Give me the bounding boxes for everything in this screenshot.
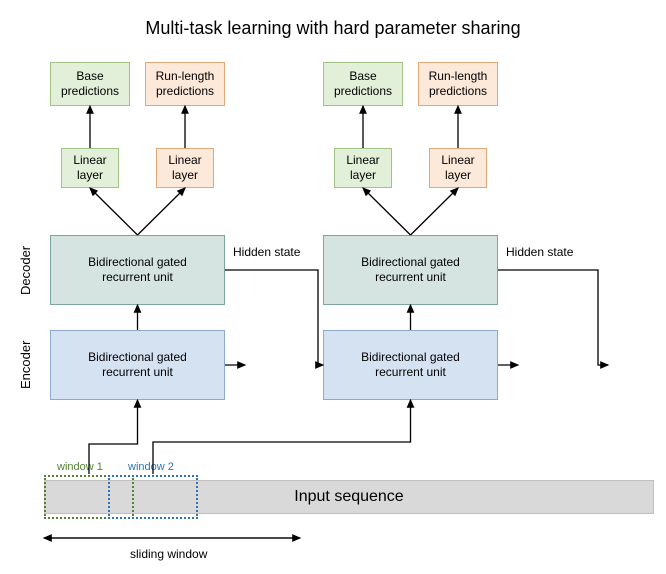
linear-base-a: Linear layer xyxy=(61,148,119,188)
linear-base-b: Linear layer xyxy=(334,148,392,188)
pred-run-a: Run-length predictions xyxy=(145,62,225,106)
encoder-label: Encoder xyxy=(18,330,33,400)
gru-dec-a: Bidirectional gated recurrent unit xyxy=(50,235,225,305)
window-1-label: window 1 xyxy=(57,461,103,473)
gru-dec-b: Bidirectional gated recurrent unit xyxy=(323,235,498,305)
linear-run-a: Linear layer xyxy=(156,148,214,188)
gru-enc-b: Bidirectional gated recurrent unit xyxy=(323,330,498,400)
linear-run-b: Linear layer xyxy=(429,148,487,188)
pred-base-a: Base predictions xyxy=(50,62,130,106)
diagram-title: Multi-task learning with hard parameter … xyxy=(0,18,666,39)
window-2 xyxy=(108,475,198,519)
decoder-label: Decoder xyxy=(18,235,33,305)
hidden-state-label-b: Hidden state xyxy=(506,245,573,259)
pred-run-b: Run-length predictions xyxy=(418,62,498,106)
hidden-state-label-a: Hidden state xyxy=(233,245,300,259)
window-2-label: window 2 xyxy=(128,461,174,473)
gru-enc-a: Bidirectional gated recurrent unit xyxy=(50,330,225,400)
sliding-window-label: sliding window xyxy=(130,547,207,561)
pred-base-b: Base predictions xyxy=(323,62,403,106)
